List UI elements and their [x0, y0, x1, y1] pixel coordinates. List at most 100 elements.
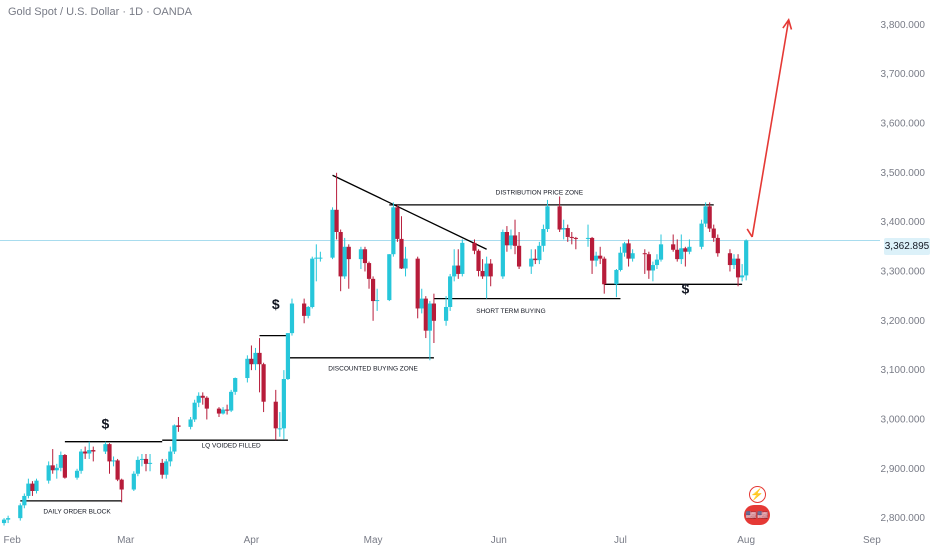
candle-body: [480, 270, 485, 277]
candle-body: [233, 378, 238, 392]
candle-body: [537, 245, 542, 261]
candle-body: [22, 495, 27, 506]
candle-body: [500, 232, 505, 277]
candle-body: [529, 258, 534, 267]
candle-body: [330, 209, 335, 258]
candle-body: [318, 257, 323, 259]
candle-body: [366, 263, 372, 279]
candle-body: [423, 298, 428, 331]
candle-body: [488, 263, 493, 277]
candle-body: [135, 459, 140, 474]
candle-body: [391, 207, 396, 255]
candle-body: [585, 237, 591, 239]
candle-body: [675, 249, 680, 260]
candle-body: [594, 255, 599, 261]
candle-body: [569, 236, 574, 238]
candle-body: [516, 245, 522, 267]
candle-body: [565, 228, 570, 237]
y-tick-label: 3,200.000: [881, 316, 926, 327]
candle-body: [630, 253, 635, 259]
candle-body: [740, 275, 745, 278]
x-tick-label: Jul: [614, 535, 627, 546]
candle-body: [87, 450, 92, 454]
candle-body: [715, 237, 720, 254]
annotation-label: DISCOUNTED BUYING ZONE: [328, 366, 418, 373]
candle-body: [679, 248, 684, 260]
y-tick-label: 3,500.000: [881, 168, 926, 179]
candle-body: [338, 232, 343, 277]
candle-body: [626, 243, 631, 259]
annotation-label: DAILY ORDER BLOCK: [43, 509, 111, 516]
candle-body: [334, 209, 339, 232]
candle-body: [18, 505, 23, 519]
candle-body: [342, 246, 347, 277]
candle-body: [196, 395, 201, 403]
annotations-layer: DAILY ORDER BLOCK LQ VOIDED FILLED DISCOUN…: [43, 190, 689, 516]
candle-body: [277, 428, 282, 430]
candle-body: [188, 419, 193, 427]
candle-body: [707, 206, 712, 229]
axis-layer: 2,800.000 2,900.000 3,000.000 3,100.000 3,20…: [0, 20, 925, 546]
candle-body: [671, 244, 676, 250]
candle-body: [310, 258, 315, 307]
lightning-icon[interactable]: ⚡: [748, 486, 766, 503]
candle-body: [646, 254, 651, 271]
annotation-label: LQ VOIDED FILLED: [202, 443, 262, 450]
candle-body: [452, 265, 457, 277]
candle-body: [419, 298, 424, 309]
liquidity-marker: $: [272, 296, 280, 312]
y-tick-label: 3,700.000: [881, 69, 926, 80]
candle-body: [253, 352, 258, 365]
chart-title: Gold Spot / U.S. Dollar · 1D · OANDA: [8, 6, 192, 18]
candle-body: [245, 358, 250, 379]
y-tick-label: 2,800.000: [881, 513, 926, 524]
candle-body: [119, 479, 124, 490]
y-tick-label: 3,800.000: [881, 20, 926, 31]
candle-body: [160, 462, 165, 475]
candle-body: [220, 409, 226, 414]
candle-body: [683, 248, 688, 252]
candle-body: [545, 206, 550, 230]
event-markers: ⚡ 🇺🇸🇺🇸: [743, 486, 771, 527]
candle-body: [1, 519, 7, 524]
y-tick-label: 3,300.000: [881, 266, 926, 277]
candle-body: [512, 235, 518, 246]
candle-body: [508, 235, 514, 246]
candle-body: [168, 451, 173, 462]
candle-body: [192, 402, 197, 420]
candle-body: [50, 465, 55, 471]
candle-body: [618, 252, 623, 270]
candle-body: [431, 303, 437, 321]
candle-body: [54, 467, 59, 471]
candle-body: [602, 258, 607, 285]
us-flag-icons[interactable]: 🇺🇸🇺🇸: [744, 505, 770, 525]
candle-body: [504, 232, 510, 246]
candle-body: [289, 303, 295, 334]
candle-body: [30, 483, 35, 491]
candle-body: [115, 460, 120, 480]
candle-body: [561, 228, 566, 230]
candle-body: [46, 465, 51, 481]
candle-body: [34, 480, 39, 491]
candle-body: [658, 244, 664, 260]
candles-layer: [1, 172, 749, 526]
candle-body: [415, 258, 420, 309]
candle-body: [107, 444, 112, 462]
candle-body: [711, 228, 716, 238]
candle-body: [302, 303, 307, 316]
candle-body: [62, 454, 67, 478]
candle-body: [448, 276, 453, 307]
candle-body: [387, 254, 392, 301]
candle-body: [476, 250, 481, 271]
projection-arrow-tail: [746, 228, 753, 238]
candle-body: [79, 451, 84, 471]
candle-body: [403, 258, 408, 269]
projection-arrowhead: [782, 18, 793, 30]
y-tick-label: 2,900.000: [881, 464, 926, 475]
candle-body: [111, 460, 116, 462]
candle-body: [460, 242, 465, 274]
candle-body: [26, 483, 31, 496]
current-price-tag: 3,362.895: [884, 238, 930, 255]
candle-body: [216, 408, 222, 414]
